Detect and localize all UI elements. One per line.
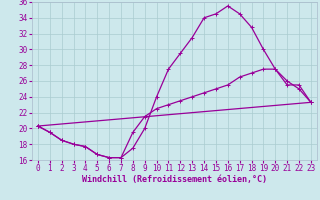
- X-axis label: Windchill (Refroidissement éolien,°C): Windchill (Refroidissement éolien,°C): [82, 175, 267, 184]
